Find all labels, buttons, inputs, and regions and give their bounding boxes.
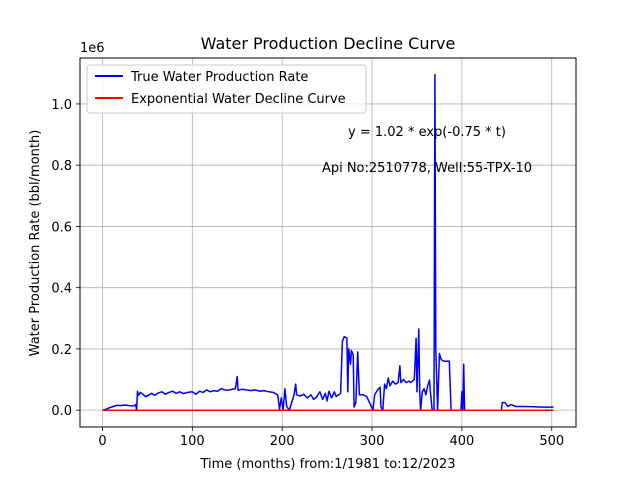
y-tick-label: 0.8 xyxy=(51,159,72,174)
y-tick-label: 1.0 xyxy=(51,98,72,113)
x-tick-label: 500 xyxy=(539,434,564,449)
y-tick-label: 0.4 xyxy=(51,282,72,297)
x-tick-label: 0 xyxy=(98,434,106,449)
legend-box xyxy=(86,64,367,114)
x-tick-label: 400 xyxy=(449,434,474,449)
legend-label-exponential: Exponential Water Decline Curve xyxy=(131,92,346,107)
legend-label-true-rate: True Water Production Rate xyxy=(130,70,308,85)
well-annotation: Api No:2510778, Well:55-TPX-10 xyxy=(322,161,532,176)
y-offset-label: 1e6 xyxy=(80,41,105,56)
x-tick-label: 100 xyxy=(180,434,205,449)
plot-area xyxy=(102,74,554,411)
equation-annotation: y = 1.02 * exp(-0.75 * t) xyxy=(348,125,506,140)
y-axis: 0.0 0.2 0.4 0.6 0.8 1.0 xyxy=(51,98,80,419)
y-axis-label: Water Production Rate (bbl/month) xyxy=(28,130,43,357)
x-tick-label: 300 xyxy=(360,434,385,449)
x-axis-label: Time (months) from:1/1981 to:12/2023 xyxy=(199,457,455,472)
legend: True Water Production Rate Exponential W… xyxy=(86,64,367,114)
y-tick-label: 0.6 xyxy=(51,220,72,235)
chart-title: Water Production Decline Curve xyxy=(201,34,456,53)
plot-frame xyxy=(79,57,577,428)
y-tick-label: 0.2 xyxy=(51,343,72,358)
x-axis: 0 100 200 300 400 500 xyxy=(98,427,564,449)
y-tick-label: 0.0 xyxy=(51,404,72,419)
grid xyxy=(80,58,576,427)
true-water-production-line xyxy=(102,74,554,411)
x-tick-label: 200 xyxy=(270,434,295,449)
